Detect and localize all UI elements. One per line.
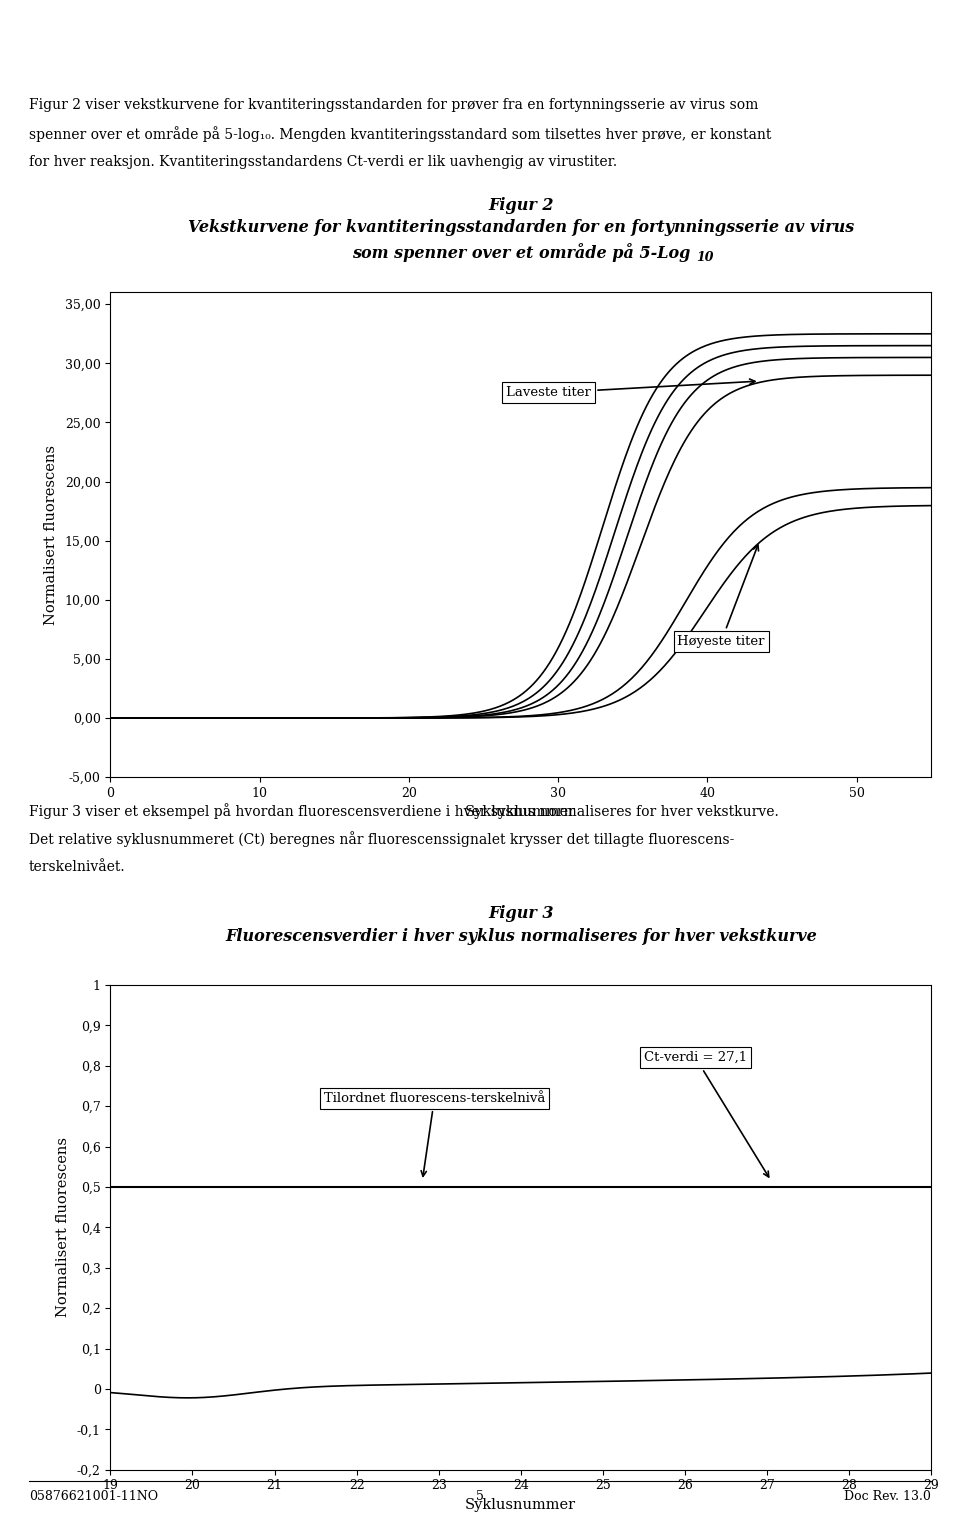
Text: for hver reaksjon. Kvantiteringsstandardens Ct-verdi er lik uavhengig av virusti: for hver reaksjon. Kvantiteringsstandard… bbox=[29, 155, 617, 169]
Text: 5: 5 bbox=[476, 1490, 484, 1504]
Text: Det relative syklusnummeret (Ct) beregnes når fluorescenssignalet krysser det ti: Det relative syklusnummeret (Ct) beregne… bbox=[29, 831, 734, 846]
Text: Figur 2 viser vekstkurvene for kvantiteringsstandarden for prøver fra en fortynn: Figur 2 viser vekstkurvene for kvantiter… bbox=[29, 98, 758, 112]
Text: Figur 2: Figur 2 bbox=[488, 197, 554, 214]
Text: Vekstkurvene for kvantiteringsstandarden for en fortynningsserie av virus: Vekstkurvene for kvantiteringsstandarden… bbox=[187, 219, 854, 235]
Text: Laveste titer: Laveste titer bbox=[506, 379, 755, 400]
Text: Fluorescensverdier i hver syklus normaliseres for hver vekstkurve: Fluorescensverdier i hver syklus normali… bbox=[225, 928, 817, 945]
Y-axis label: Normalisert fluorescens: Normalisert fluorescens bbox=[56, 1137, 70, 1317]
Text: Figur 3: Figur 3 bbox=[488, 905, 554, 922]
Text: Tilordnet fluorescens-terskelnivå: Tilordnet fluorescens-terskelnivå bbox=[324, 1091, 545, 1176]
Text: Høyeste titer: Høyeste titer bbox=[678, 545, 765, 648]
Text: Ct-verdi = 27,1: Ct-verdi = 27,1 bbox=[644, 1051, 769, 1177]
X-axis label: Syklusnummer: Syklusnummer bbox=[466, 805, 576, 819]
Text: Doc Rev. 13.0: Doc Rev. 13.0 bbox=[845, 1490, 931, 1504]
Text: som spenner over et område på 5-Log: som spenner over et område på 5-Log bbox=[351, 243, 690, 262]
Text: terskelnivået.: terskelnivået. bbox=[29, 859, 126, 874]
X-axis label: Syklusnummer: Syklusnummer bbox=[466, 1497, 576, 1511]
Text: 10: 10 bbox=[697, 251, 714, 263]
Text: 05876621001-11NO: 05876621001-11NO bbox=[29, 1490, 158, 1504]
Text: Figur 3 viser et eksempel på hvordan fluorescensverdiene i hver syklus normalise: Figur 3 viser et eksempel på hvordan flu… bbox=[29, 803, 779, 819]
Text: spenner over et område på 5-log₁₀. Mengden kvantiteringsstandard som tilsettes h: spenner over et område på 5-log₁₀. Mengd… bbox=[29, 126, 771, 142]
Y-axis label: Normalisert fluorescens: Normalisert fluorescens bbox=[44, 445, 58, 625]
